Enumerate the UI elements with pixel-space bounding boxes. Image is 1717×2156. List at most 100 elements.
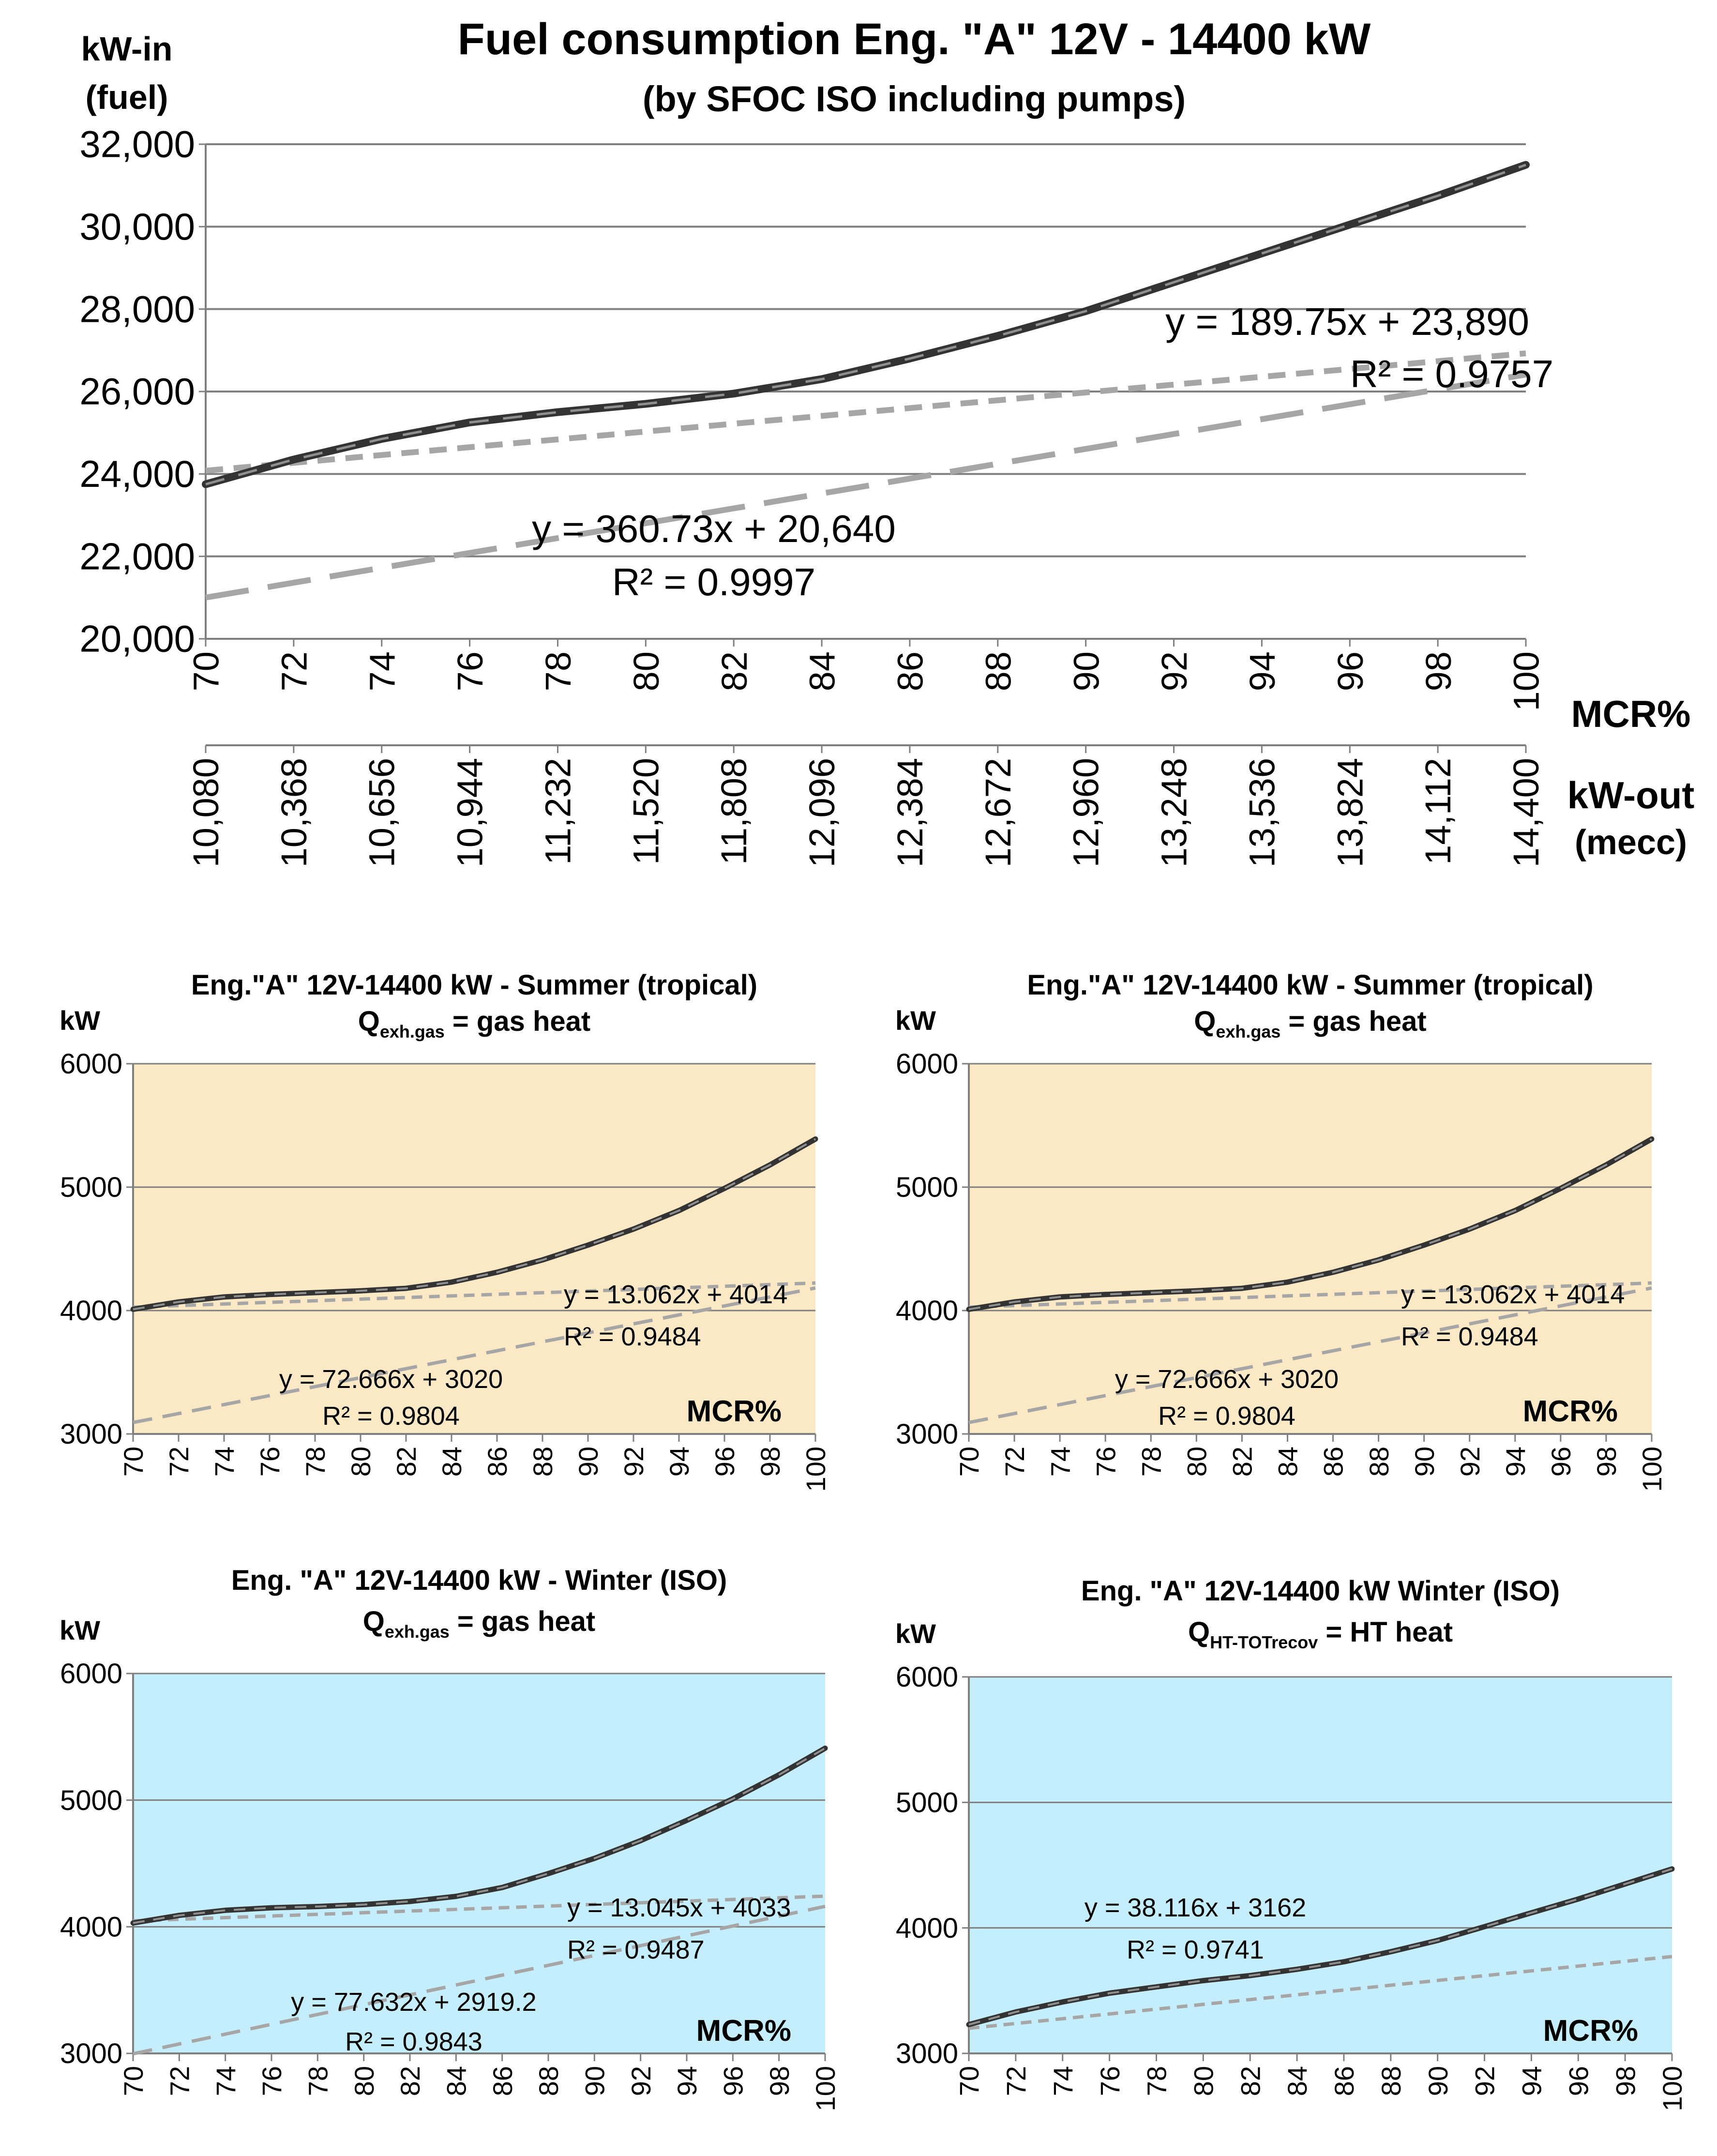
x-tick-label: 94	[1242, 651, 1282, 691]
x-tick-label: 94	[664, 1447, 694, 1477]
x-tick-label: 72	[274, 651, 315, 691]
x-tick-label: 96	[1563, 2066, 1594, 2096]
x2-tick-label: 11,808	[714, 758, 754, 865]
trendline-r2: R² = 0.9804	[322, 1402, 460, 1431]
x-tick-label: 98	[1418, 651, 1459, 691]
x-tick-label: 86	[890, 651, 931, 691]
y-tick-label: 30,000	[79, 205, 195, 248]
trendline-equation: y = 72.666x + 3020	[279, 1365, 503, 1394]
x-tick-label: 74	[362, 651, 402, 691]
trendline-r2: R² = 0.9484	[564, 1322, 701, 1351]
chart-winter2: 3000 4000 5000 6000 70 72 74 76 78 80 82 84 86 88 90 92…	[895, 1575, 1687, 2111]
x-tick-label: 72	[164, 2066, 195, 2096]
x-tick-label: 86	[1318, 1447, 1349, 1477]
trendline-r2: R² = 0.9484	[1401, 1322, 1538, 1351]
x-tick-label: 84	[437, 1447, 467, 1477]
y-tick-label: 32,000	[79, 123, 195, 166]
x-tick-label: 88	[978, 651, 1018, 691]
x-tick-label: 86	[487, 2066, 518, 2096]
x-tick-label: 92	[1154, 651, 1194, 691]
y-tick-label: 6000	[60, 1048, 122, 1080]
plot-area	[969, 1064, 1652, 1434]
x-tick-label: 98	[755, 1447, 785, 1477]
y-tick-label: 5000	[896, 1787, 958, 1818]
y-tick-label: 6000	[896, 1661, 958, 1693]
x-tick-label: 70	[118, 1447, 149, 1477]
trendline	[968, 1955, 1672, 2030]
chart-subtitle: Qexh.gas = gas heat	[1194, 1006, 1426, 1041]
y-tick-label: 20,000	[79, 618, 195, 660]
y-axis-label: kW	[895, 1618, 936, 1649]
x-tick-label: 78	[1136, 1447, 1166, 1477]
x-tick-label: 84	[1273, 1447, 1303, 1477]
x-tick-label: 76	[1095, 2066, 1125, 2096]
x-tick-label: 76	[450, 651, 490, 691]
y-axis-label: kW	[60, 1615, 100, 1645]
x-tick-label: 86	[1329, 2066, 1359, 2096]
y-tick-label: 3000	[896, 1418, 958, 1450]
x-tick-label: 88	[1376, 2066, 1406, 2096]
x2-tick-label: 14,112	[1418, 758, 1458, 865]
x-tick-label: 90	[573, 1447, 603, 1477]
trendline-equation: y = 13.062x + 4014	[564, 1280, 787, 1309]
x2-tick-label: 13,536	[1242, 758, 1282, 867]
chart-title: Fuel consumption Eng. "A" 12V - 14400 kW	[458, 15, 1371, 64]
x-tick-label: 72	[1001, 2066, 1031, 2096]
y-axis-label: kW	[895, 1005, 936, 1036]
x-tick-label: 82	[714, 651, 754, 691]
chart-summer1: 3000 4000 5000 6000 70 72 74 76 78 80 82 84 86 88 90 92…	[60, 969, 831, 1492]
x2-tick-label: 11,520	[626, 758, 666, 865]
x-tick-label: 84	[802, 651, 843, 691]
y-tick-label: 4000	[60, 1295, 122, 1327]
x2-tick-label: 10,656	[362, 758, 402, 867]
y-tick-label: 3000	[60, 2038, 122, 2069]
x-tick-label: 96	[1546, 1447, 1576, 1477]
x-tick-label: 92	[1455, 1447, 1485, 1477]
y-tick-label: 3000	[60, 1418, 122, 1450]
x-tick-label: 78	[538, 651, 578, 691]
chart-title: Eng."A" 12V-14400 kW - Summer (tropical)	[1027, 969, 1593, 1001]
x-tick-label: 96	[1330, 651, 1371, 691]
trendline-r2: R² = 0.9997	[612, 560, 815, 603]
x-tick-label: 98	[764, 2066, 795, 2096]
series-line	[130, 1136, 818, 1312]
x-tick-label: 74	[1045, 1447, 1075, 1477]
trendline-equation: y = 72.666x + 3020	[1115, 1365, 1339, 1394]
x2-label: (mecc)	[1575, 823, 1687, 862]
trendline-r2: R² = 0.9487	[567, 1935, 705, 1964]
x2-tick-label: 10,368	[274, 758, 314, 867]
trendline-r2: R² = 0.9804	[1158, 1402, 1295, 1431]
y-tick-label: 6000	[896, 1048, 958, 1080]
x-tick-label: 78	[300, 1447, 331, 1477]
x-tick-label: 98	[1610, 2066, 1641, 2096]
trendline-r2: R² = 0.9741	[1127, 1935, 1264, 1964]
x-tick-label: 78	[302, 2066, 333, 2096]
x-tick-label: 88	[533, 2066, 564, 2096]
x-tick-label: 100	[1506, 651, 1547, 711]
chart-summer2: 3000 4000 5000 6000 70 72 74 76 78 80 82 84 86 88 90 92…	[895, 969, 1667, 1492]
x-tick-label: 80	[1188, 2066, 1219, 2096]
y-axis-label: kW	[60, 1005, 100, 1036]
trendline-equation: y = 38.116x + 3162	[1084, 1893, 1306, 1922]
x2-tick-label: 12,096	[802, 758, 842, 867]
trendline	[133, 1286, 816, 1424]
x-tick-label: 90	[1423, 2066, 1453, 2096]
x-tick-label: 82	[391, 1447, 422, 1477]
x2-tick-label: 12,960	[1066, 758, 1106, 867]
trendline-equation: y = 360.73x + 20,640	[532, 507, 896, 550]
y-axis-label: (fuel)	[85, 78, 168, 116]
trendline-equation: y = 13.045x + 4033	[567, 1893, 791, 1922]
chart-title: Eng."A" 12V-14400 kW - Summer (tropical)	[191, 969, 757, 1001]
x-tick-label: 100	[1657, 2066, 1687, 2111]
x-tick-label: 92	[1470, 2066, 1500, 2096]
x-tick-label: 96	[709, 1447, 740, 1477]
x-tick-label: 82	[1235, 2066, 1265, 2096]
chart-title: Eng. "A" 12V-14400 kW Winter (ISO)	[1081, 1575, 1560, 1607]
x-tick-label: 76	[256, 2066, 287, 2096]
x2-label: kW-out	[1567, 774, 1695, 816]
x-tick-label: 70	[954, 1447, 984, 1477]
x-tick-label: 96	[718, 2066, 748, 2096]
x-tick-label: 94	[1517, 2066, 1547, 2096]
x-tick-label: 80	[626, 651, 666, 691]
